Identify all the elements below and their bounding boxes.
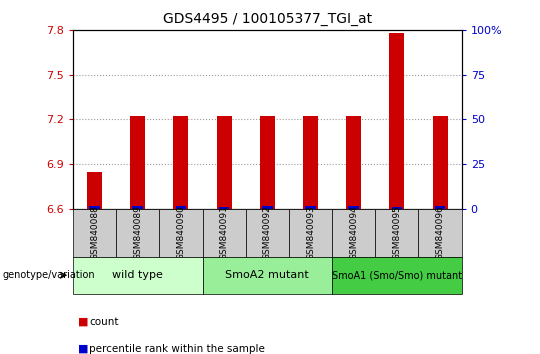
Bar (389, 33, 404, 209)
Bar (305, 206, 316, 209)
Bar (346, 116, 361, 209)
Bar (260, 116, 275, 209)
Text: GSM840093: GSM840093 (306, 205, 315, 260)
Bar (219, 207, 230, 209)
Text: GSM840090: GSM840090 (177, 205, 185, 260)
Bar (116, 209, 159, 257)
Text: ■: ■ (78, 344, 89, 354)
Bar (246, 209, 289, 257)
Bar (130, 116, 145, 209)
Bar (73, 209, 116, 257)
Text: wild type: wild type (112, 270, 163, 280)
Bar (87, 172, 102, 209)
Bar (375, 209, 418, 257)
Bar (418, 209, 462, 257)
Bar (303, 116, 318, 209)
Text: genotype/variation: genotype/variation (3, 270, 96, 280)
Bar (433, 116, 448, 209)
Text: GSM840092: GSM840092 (263, 205, 272, 260)
Text: GSM840094: GSM840094 (349, 205, 358, 260)
Bar (176, 206, 186, 209)
Bar (289, 209, 332, 257)
Bar (159, 209, 202, 257)
Bar (132, 206, 143, 209)
Title: GDS4495 / 100105377_TGI_at: GDS4495 / 100105377_TGI_at (163, 12, 372, 26)
Text: ■: ■ (78, 317, 89, 327)
Bar (332, 257, 462, 294)
Bar (89, 206, 100, 209)
Text: percentile rank within the sample: percentile rank within the sample (89, 344, 265, 354)
Text: GSM840096: GSM840096 (436, 205, 444, 260)
Bar (392, 207, 402, 209)
Bar (217, 116, 232, 209)
Text: count: count (89, 317, 119, 327)
Text: GSM840088: GSM840088 (90, 205, 99, 260)
Bar (262, 206, 273, 209)
Text: SmoA1 (Smo/Smo) mutant: SmoA1 (Smo/Smo) mutant (332, 270, 462, 280)
Text: GSM840091: GSM840091 (220, 205, 228, 260)
Bar (332, 209, 375, 257)
Bar (202, 209, 246, 257)
Bar (202, 257, 332, 294)
Text: SmoA2 mutant: SmoA2 mutant (225, 270, 309, 280)
Text: GSM840095: GSM840095 (393, 205, 401, 260)
Bar (173, 116, 188, 209)
Text: GSM840089: GSM840089 (133, 205, 142, 260)
Bar (435, 206, 446, 209)
Bar (73, 257, 202, 294)
Bar (348, 206, 359, 209)
